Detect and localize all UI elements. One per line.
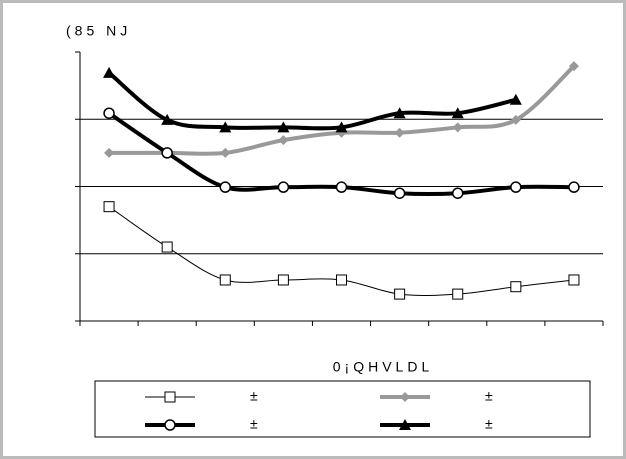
data-point — [220, 147, 231, 158]
legend-marker — [164, 419, 176, 431]
data-point — [219, 121, 232, 133]
data-point — [509, 93, 522, 105]
data-point — [103, 66, 116, 78]
data-point — [103, 107, 115, 119]
data-point — [510, 281, 522, 293]
chart-title: (85 NJ — [66, 23, 131, 39]
data-point — [161, 241, 173, 253]
data-point — [393, 187, 406, 199]
data-point — [451, 187, 464, 199]
data-point — [219, 181, 232, 193]
data-point — [510, 181, 522, 193]
data-point — [219, 274, 231, 286]
data-point — [393, 107, 406, 119]
legend-label: ± — [250, 388, 262, 404]
data-point — [394, 288, 406, 300]
legend-box — [94, 380, 591, 438]
data-point — [452, 122, 463, 133]
data-point — [568, 61, 579, 72]
legend-label: ± — [250, 416, 262, 432]
data-point — [277, 121, 290, 133]
data-point — [161, 113, 174, 125]
data-point — [277, 274, 289, 286]
x-axis-label: 0¡QHVLDL — [333, 359, 433, 375]
data-point — [394, 127, 405, 138]
data-point — [277, 181, 290, 193]
data-point — [104, 147, 115, 158]
data-point — [510, 114, 521, 125]
data-point — [336, 274, 347, 286]
data-point — [451, 107, 464, 119]
data-point — [452, 288, 464, 300]
data-point — [335, 181, 348, 193]
data-point — [335, 121, 348, 133]
data-point — [568, 181, 580, 193]
data-point — [278, 135, 289, 146]
data-point — [103, 201, 115, 213]
legend-marker — [399, 419, 411, 430]
legend-marker — [164, 391, 176, 403]
legend-label: ± — [485, 416, 497, 432]
legend-marker — [400, 392, 410, 402]
data-point — [161, 147, 173, 159]
data-point — [568, 274, 580, 286]
legend-label: ± — [485, 388, 497, 404]
